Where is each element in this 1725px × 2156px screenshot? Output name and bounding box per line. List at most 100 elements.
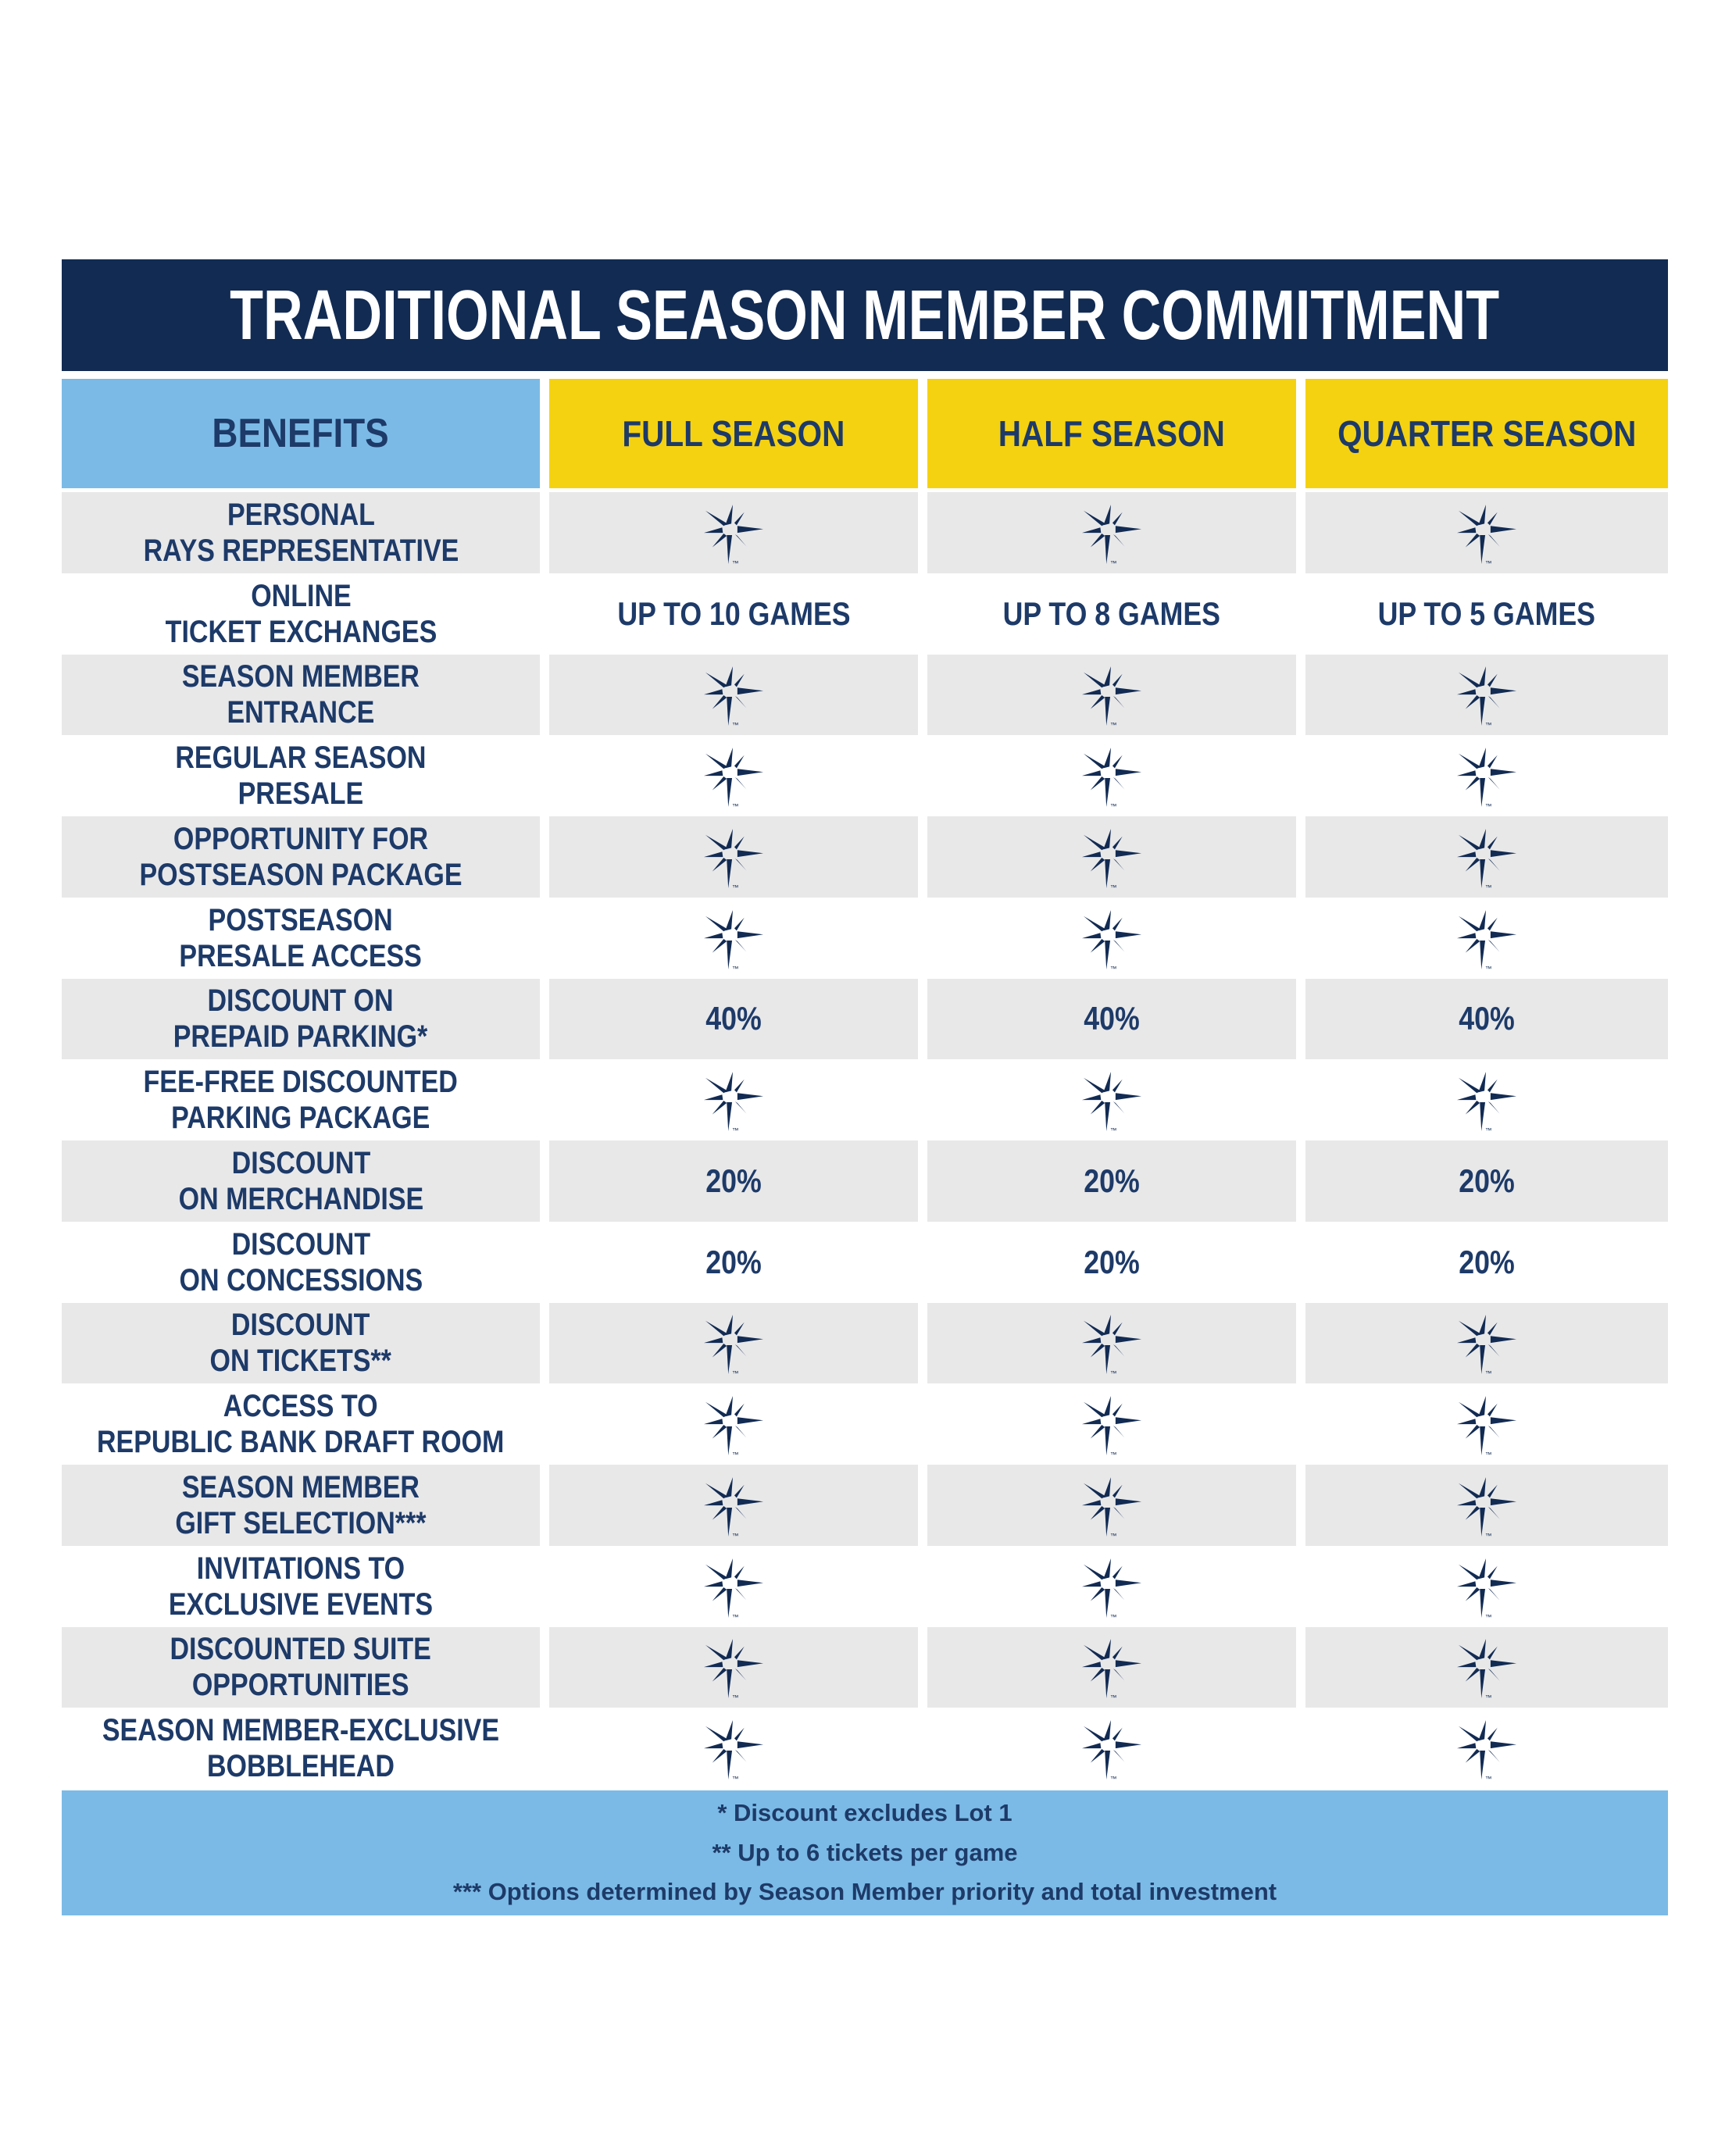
benefit-label-line: ON CONCESSIONS — [179, 1262, 423, 1298]
benefit-label-line: INVITATIONS TO — [196, 1551, 405, 1586]
benefit-label-line: BOBBLEHEAD — [207, 1749, 395, 1784]
cell-quarter-season: ™ — [1305, 1302, 1668, 1384]
benefit-label-line: ON MERCHANDISE — [178, 1181, 423, 1216]
benefit-label-text: POSTSEASON PRESALE ACCESS — [180, 902, 422, 974]
svg-text:™: ™ — [1110, 1369, 1117, 1377]
benefit-label-line: SEASON MEMBER — [181, 659, 420, 694]
rays-sunburst-icon: ™ — [703, 828, 764, 891]
benefit-label-line: REPUBLIC BANK DRAFT ROOM — [97, 1425, 505, 1460]
cell-quarter-season: UP TO 5 GAMES — [1305, 573, 1668, 655]
cell-quarter-season: ™ — [1305, 897, 1668, 979]
cell-half-season: 20% — [927, 1140, 1296, 1222]
svg-text:™: ™ — [732, 1126, 739, 1134]
cell-quarter-season: 20% — [1305, 1221, 1668, 1303]
benefit-label-line: PRESALE ACCESS — [179, 938, 423, 973]
benefit-label-line: DISCOUNT — [231, 1226, 370, 1262]
benefit-label-line: TICKET EXCHANGES — [165, 614, 437, 649]
benefit-label-line: DISCOUNT — [231, 1145, 370, 1180]
benefit-label-text: DISCOUNT ON CONCESSIONS — [179, 1226, 423, 1298]
cell-full-season: ™ — [549, 1626, 918, 1708]
benefit-label: ONLINE TICKET EXCHANGES — [62, 573, 540, 655]
benefit-label-line: FEE-FREE DISCOUNTED — [143, 1065, 459, 1100]
svg-text:™: ™ — [1110, 1126, 1117, 1134]
benefit-label-line: ON TICKETS** — [209, 1344, 392, 1379]
svg-text:™: ™ — [732, 1451, 739, 1458]
cell-full-season: ™ — [549, 1383, 918, 1465]
rays-sunburst-icon: ™ — [703, 1558, 764, 1621]
benefit-label-line: DISCOUNT ON — [207, 983, 394, 1019]
svg-text:™: ™ — [1485, 802, 1492, 810]
benefit-label: POSTSEASON PRESALE ACCESS — [62, 897, 540, 979]
rays-sunburst-icon: ™ — [703, 1476, 764, 1540]
column-header-quarter-season-label: QUARTER SEASON — [1337, 413, 1637, 454]
cell-half-season: ™ — [927, 1626, 1296, 1708]
benefit-label-line: POSTSEASON PACKAGE — [139, 857, 462, 892]
svg-text:™: ™ — [1110, 559, 1117, 567]
cell-half-season: 20% — [927, 1221, 1296, 1303]
cell-value: 20% — [705, 1162, 762, 1199]
cell-half-season: ™ — [927, 1302, 1296, 1384]
svg-text:™: ™ — [1110, 1694, 1117, 1701]
svg-text:™: ™ — [1485, 1451, 1492, 1458]
cell-full-season: ™ — [549, 816, 918, 898]
page-title-text: TRADITIONAL SEASON MEMBER COMMITMENT — [230, 276, 1500, 355]
benefit-label-text: DISCOUNT ON MERCHANDISE — [178, 1145, 423, 1217]
rays-sunburst-icon: ™ — [703, 748, 764, 810]
cell-quarter-season: ™ — [1305, 735, 1668, 816]
column-header-half-season-label: HALF SEASON — [998, 413, 1226, 454]
cell-half-season: ™ — [927, 1465, 1296, 1546]
benefit-label: SEASON MEMBER-EXCLUSIVE BOBBLEHEAD — [62, 1708, 540, 1789]
svg-text:™: ™ — [1485, 883, 1492, 891]
benefit-label-line: OPPORTUNITIES — [192, 1668, 409, 1703]
benefit-label-line: SEASON MEMBER — [181, 1469, 420, 1505]
svg-text:™: ™ — [732, 721, 739, 729]
svg-text:™: ™ — [1110, 965, 1117, 973]
benefit-label-line: ENTRANCE — [227, 695, 375, 730]
cell-half-season: ™ — [927, 1708, 1296, 1789]
benefit-label: DISCOUNT ON MERCHANDISE — [62, 1140, 540, 1222]
cell-value: 20% — [1459, 1243, 1515, 1280]
benefit-label-line: REGULAR SEASON — [175, 741, 427, 776]
svg-text:™: ™ — [732, 1694, 739, 1701]
svg-text:™: ™ — [1485, 965, 1492, 973]
cell-value: UP TO 8 GAMES — [1002, 594, 1221, 632]
rays-sunburst-icon: ™ — [1081, 909, 1142, 973]
rays-sunburst-icon: ™ — [1081, 1072, 1142, 1134]
benefit-label-text: REGULAR SEASON PRESALE — [175, 740, 426, 812]
benefit-label: OPPORTUNITY FOR POSTSEASON PACKAGE — [62, 816, 540, 898]
benefit-label-text: ACCESS TO REPUBLIC BANK DRAFT ROOM — [97, 1388, 504, 1460]
svg-text:™: ™ — [1485, 1775, 1492, 1783]
footnote-lot1: * Discount excludes Lot 1 — [717, 1798, 1012, 1826]
cell-full-season: ™ — [549, 654, 918, 736]
rays-sunburst-icon: ™ — [1456, 1396, 1517, 1458]
cell-full-season: 40% — [549, 978, 918, 1060]
rays-sunburst-icon: ™ — [1081, 748, 1142, 810]
cell-half-season: ™ — [927, 1545, 1296, 1627]
svg-text:™: ™ — [1485, 1613, 1492, 1621]
svg-text:™: ™ — [1110, 802, 1117, 810]
benefits-table: PERSONAL RAYS REPRESENTATIVE ™ ™ — [62, 492, 1668, 1789]
cell-half-season: ™ — [927, 816, 1296, 898]
cell-half-season: 40% — [927, 978, 1296, 1060]
column-header-row: BENEFITS FULL SEASON HALF SEASON QUARTER… — [62, 379, 1668, 488]
benefit-label-text: OPPORTUNITY FOR POSTSEASON PACKAGE — [139, 821, 462, 893]
cell-value: 40% — [1459, 1000, 1515, 1037]
benefit-label-text: INVITATIONS TO EXCLUSIVE EVENTS — [169, 1551, 433, 1622]
svg-text:™: ™ — [1485, 1369, 1492, 1377]
rays-sunburst-icon: ™ — [703, 1396, 764, 1458]
column-header-benefits-label: BENEFITS — [212, 411, 390, 456]
cell-half-season: ™ — [927, 1383, 1296, 1465]
rays-sunburst-icon: ™ — [1081, 1476, 1142, 1540]
svg-text:™: ™ — [1110, 1775, 1117, 1783]
rays-sunburst-icon: ™ — [703, 666, 764, 729]
cell-value: 40% — [1084, 1000, 1140, 1037]
cell-full-season: ™ — [549, 1465, 918, 1546]
svg-text:™: ™ — [732, 965, 739, 973]
rays-sunburst-icon: ™ — [1456, 828, 1517, 891]
benefit-label-line: OPPORTUNITY FOR — [173, 821, 429, 856]
rays-sunburst-icon: ™ — [1456, 1315, 1517, 1377]
cell-quarter-season: 40% — [1305, 978, 1668, 1060]
cell-half-season: ™ — [927, 897, 1296, 979]
cell-quarter-season: ™ — [1305, 1626, 1668, 1708]
